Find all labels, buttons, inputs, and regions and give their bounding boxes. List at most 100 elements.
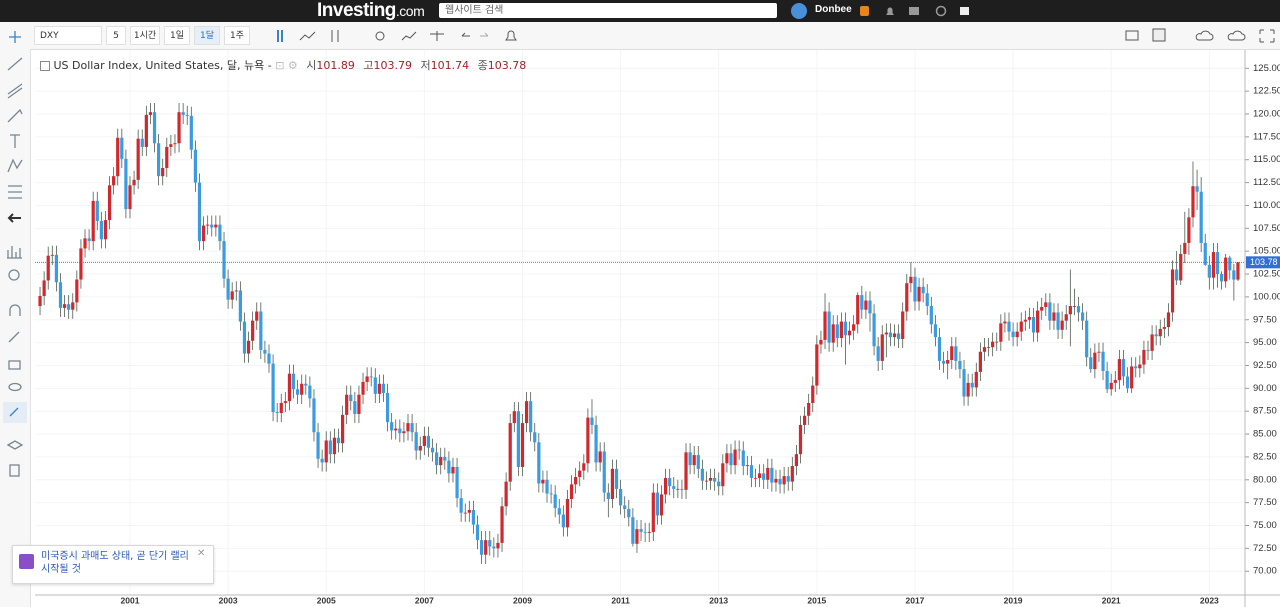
candle-body [905, 283, 909, 312]
candle-body [316, 432, 320, 459]
pattern-tool[interactable] [7, 158, 23, 173]
y-tick-label: 125.00 [1253, 63, 1280, 74]
collapse-icon[interactable] [40, 61, 50, 71]
zoom-tool[interactable] [8, 269, 20, 281]
notification[interactable]: 미국증시 과매도 상태, 곧 단기 랠리 시작될 것 ✕ [12, 545, 214, 584]
balance-button[interactable] [430, 31, 444, 41]
candle-body [369, 376, 373, 378]
legend-icons[interactable]: ⊡ ⚙ [275, 59, 298, 72]
candle-body [856, 295, 860, 325]
candle-body [794, 454, 799, 467]
briefcase-icon[interactable] [909, 7, 919, 15]
clock-icon[interactable] [935, 5, 947, 17]
compare-button[interactable] [331, 30, 339, 42]
ohlc-label: 종 [477, 59, 488, 72]
close-icon[interactable] [960, 7, 969, 15]
candle-body [1093, 352, 1097, 370]
candle-body [1109, 382, 1113, 390]
trash-tool[interactable] [9, 464, 20, 477]
candle-body [1134, 366, 1138, 369]
candle-body [1023, 319, 1027, 322]
measure-tool[interactable] [7, 246, 22, 259]
candle-body [124, 158, 128, 210]
candle-body [312, 398, 316, 433]
color-button[interactable] [1152, 28, 1166, 42]
candle-body [373, 377, 377, 394]
candle-body [1068, 306, 1072, 315]
candle-body [463, 512, 467, 514]
indicator-button[interactable] [299, 31, 316, 41]
x-tick-label: 2019 [1004, 595, 1023, 605]
candle-body [1203, 242, 1207, 265]
pitchfork-tool[interactable] [7, 83, 23, 99]
x-tick-label: 2003 [219, 595, 238, 605]
candle-body [610, 468, 615, 499]
link-tool[interactable] [9, 407, 19, 417]
fib-tool[interactable] [8, 185, 22, 199]
x-tick-label: 2007 [415, 595, 434, 605]
draw-mode-tool[interactable] [8, 331, 20, 343]
candle-body [798, 424, 803, 455]
redo-button[interactable] [480, 32, 489, 37]
layers-tool[interactable] [6, 440, 24, 450]
toolbar-icons [277, 28, 1275, 43]
fullscreen-button[interactable] [1259, 29, 1275, 43]
magnet-tool[interactable] [9, 304, 21, 316]
candle-body [770, 467, 774, 483]
template-button[interactable] [401, 31, 417, 41]
candle-body [758, 473, 762, 478]
interval-button[interactable]: 1주 [224, 26, 250, 45]
cloud-download[interactable] [1195, 30, 1214, 41]
brush-tool[interactable] [7, 108, 23, 123]
left-toolbar [0, 22, 31, 607]
y-tick-label: 92.50 [1253, 360, 1277, 371]
back-tool[interactable] [7, 213, 21, 223]
logo[interactable]: Investing.com [317, 0, 425, 22]
candle-body [696, 455, 700, 469]
line-tool[interactable] [7, 57, 23, 71]
candle-body [242, 321, 247, 354]
chart-toolbar: DXY 5 1시간 1일 1달 1주 [30, 22, 1280, 50]
symbol-box[interactable]: DXY [34, 26, 102, 45]
camera-button[interactable] [1125, 30, 1139, 41]
candle-body [619, 488, 623, 506]
crosshair-tool[interactable] [9, 31, 21, 43]
pro-icon[interactable] [860, 6, 869, 16]
candle-body [422, 435, 426, 446]
ohlc-label: 시 [306, 59, 317, 72]
avatar[interactable] [791, 3, 807, 19]
candle-body [578, 470, 582, 478]
candle-body [287, 373, 292, 402]
search-box[interactable]: 웹사이트 검색 [439, 3, 777, 18]
alert-button[interactable] [505, 30, 517, 41]
x-tick-label: 2001 [121, 595, 140, 605]
candle-body [1048, 302, 1052, 321]
candle-body [353, 401, 357, 414]
lock-tool[interactable] [8, 360, 21, 370]
notification-text[interactable]: 미국증시 과매도 상태, 곧 단기 랠리 시작될 것 [41, 551, 189, 575]
candle-body [439, 456, 443, 466]
candle-body [537, 442, 541, 484]
candle-body [802, 415, 807, 425]
candle-type-button[interactable] [277, 30, 283, 42]
user-name[interactable]: Donbee [815, 4, 852, 15]
undo-button[interactable] [461, 32, 470, 37]
candle-body [533, 432, 537, 443]
bell-icon[interactable] [886, 7, 894, 16]
candle-body [520, 423, 525, 467]
settings-button[interactable] [375, 31, 385, 41]
candle-body [140, 138, 144, 147]
interval-button[interactable]: 1시간 [130, 26, 160, 45]
interval-button[interactable]: 5 [106, 26, 126, 45]
interval-button[interactable]: 1일 [164, 26, 190, 45]
notification-close[interactable]: ✕ [197, 548, 206, 559]
candle-body [819, 339, 823, 345]
candle-body [680, 488, 684, 490]
cloud-upload[interactable] [1227, 30, 1246, 41]
candle-body [790, 466, 794, 482]
candle-body [627, 509, 631, 518]
text-tool[interactable] [10, 134, 20, 148]
eye-tool[interactable] [8, 382, 22, 392]
interval-button[interactable]: 1달 [194, 26, 220, 45]
candle-body [357, 394, 361, 414]
